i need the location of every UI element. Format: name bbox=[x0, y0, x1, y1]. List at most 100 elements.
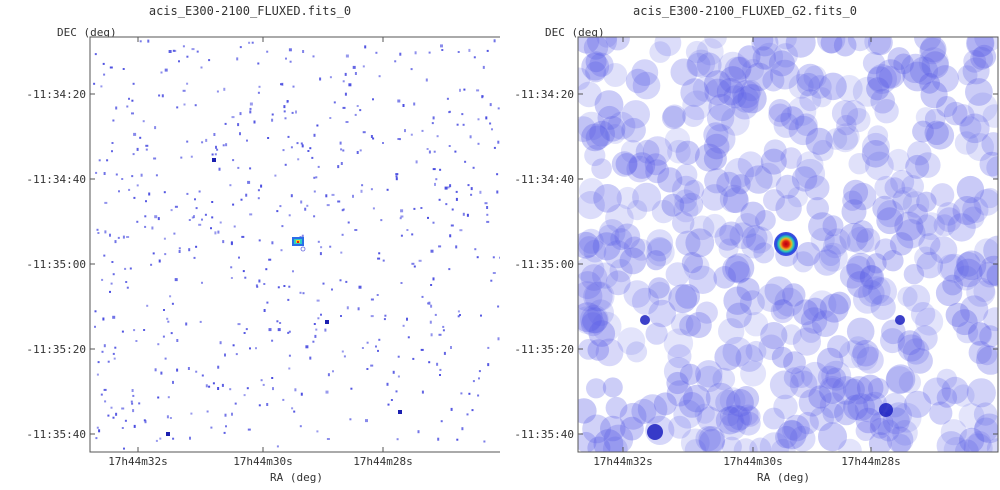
event-pixel bbox=[123, 447, 125, 450]
smoothed-blob bbox=[716, 78, 745, 106]
event-pixel bbox=[205, 138, 208, 142]
right-image-plot[interactable]: -11:34:20 -11:34:40 -11:35:00 -11:35:20 -11:… bbox=[495, 0, 1000, 490]
event-pixel bbox=[256, 285, 259, 288]
smoothed-blob bbox=[972, 44, 997, 69]
smoothed-blob bbox=[578, 116, 596, 142]
smoothed-blob bbox=[856, 374, 884, 402]
event-pixel bbox=[243, 394, 246, 397]
smoothed-blob bbox=[723, 286, 752, 315]
smoothed-blob bbox=[956, 250, 987, 281]
smoothed-blob bbox=[796, 151, 824, 179]
event-pixel bbox=[271, 377, 274, 379]
smoothed-blob bbox=[973, 402, 998, 426]
smoothed-blob bbox=[593, 429, 624, 452]
event-pixel bbox=[354, 72, 357, 75]
smoothed-blob bbox=[854, 393, 884, 423]
event-pixel bbox=[111, 261, 114, 263]
event-pixel bbox=[325, 194, 328, 198]
smoothed-blob bbox=[737, 45, 761, 68]
event-pixel bbox=[474, 248, 477, 251]
event-pixel bbox=[342, 208, 345, 211]
smoothed-blob bbox=[771, 346, 793, 368]
smoothed-blob bbox=[816, 347, 844, 375]
event-pixel bbox=[283, 105, 286, 109]
left-image-plot[interactable]: -11:34:20 -11:34:40 -11:35:00 -11:35:20 -11:… bbox=[0, 0, 500, 490]
smoothed-spot bbox=[640, 315, 650, 325]
smoothed-blob bbox=[947, 213, 976, 242]
event-pixel bbox=[176, 106, 179, 109]
event-pixel bbox=[421, 295, 424, 298]
smoothed-blob bbox=[902, 338, 930, 365]
event-pixel bbox=[258, 85, 261, 88]
smoothed-blob bbox=[611, 151, 638, 177]
event-pixel bbox=[201, 218, 203, 221]
smoothed-blob bbox=[620, 416, 644, 441]
smoothed-blob bbox=[956, 321, 979, 344]
event-pixel bbox=[420, 348, 424, 351]
smoothed-blob bbox=[808, 385, 832, 409]
event-pixel bbox=[288, 367, 291, 370]
event-pixel bbox=[263, 309, 266, 312]
smoothed-blob bbox=[966, 277, 996, 307]
event-pixel bbox=[210, 227, 212, 230]
event-pixel bbox=[96, 373, 99, 376]
event-pixel bbox=[288, 214, 291, 217]
smoothed-blob bbox=[683, 179, 705, 201]
smoothed-blob bbox=[870, 294, 896, 320]
smoothed-blob bbox=[868, 37, 893, 56]
event-pixel bbox=[172, 380, 174, 384]
event-pixel bbox=[324, 328, 327, 332]
smoothed-blob bbox=[847, 37, 872, 52]
smoothed-blob bbox=[787, 186, 808, 208]
event-pixel bbox=[135, 340, 138, 342]
smoothed-blob bbox=[702, 213, 727, 238]
smoothed-blob bbox=[957, 65, 978, 86]
event-pixel bbox=[145, 200, 147, 203]
smoothed-blob bbox=[713, 266, 736, 289]
event-pixel bbox=[249, 213, 253, 216]
smoothed-blob bbox=[694, 403, 715, 424]
smoothed-blob bbox=[762, 69, 785, 92]
smoothed-blob bbox=[951, 309, 978, 336]
smoothed-blob bbox=[811, 310, 839, 337]
event-pixel bbox=[211, 153, 214, 156]
event-pixel bbox=[101, 278, 104, 281]
event-pixel bbox=[311, 156, 314, 159]
event-pixel bbox=[400, 282, 403, 284]
smoothed-blob bbox=[877, 419, 900, 442]
event-pixel bbox=[115, 106, 118, 110]
event-pixel bbox=[132, 153, 135, 156]
event-pixel bbox=[113, 357, 116, 360]
event-pixel bbox=[397, 99, 401, 103]
smoothed-blob bbox=[687, 49, 716, 78]
smoothed-blob bbox=[809, 406, 834, 431]
smoothed-blob bbox=[751, 37, 779, 57]
event-pixel bbox=[342, 106, 346, 109]
event-pixel bbox=[281, 225, 284, 228]
smoothed-blob bbox=[587, 436, 611, 452]
event-pixel bbox=[109, 233, 111, 237]
smoothed-blob bbox=[874, 99, 899, 124]
event-pixel bbox=[432, 116, 435, 120]
event-pixel bbox=[157, 217, 160, 221]
smoothed-blob bbox=[585, 61, 607, 83]
smoothed-blob bbox=[775, 37, 797, 50]
event-pixel bbox=[288, 330, 291, 333]
event-pixel bbox=[217, 365, 220, 369]
event-pixel bbox=[163, 191, 166, 194]
event-pixel bbox=[375, 345, 377, 348]
smoothed-blob bbox=[598, 224, 620, 246]
event-pixel bbox=[114, 346, 117, 349]
smoothed-blob bbox=[729, 222, 757, 249]
event-pixel bbox=[399, 217, 402, 220]
smoothed-blob bbox=[976, 261, 998, 288]
event-pixel bbox=[358, 285, 362, 289]
smoothed-blob bbox=[773, 112, 799, 138]
event-pixel bbox=[124, 419, 127, 422]
event-pixel bbox=[170, 332, 173, 335]
event-pixel bbox=[348, 83, 352, 87]
event-pixel bbox=[249, 107, 252, 110]
event-pixel bbox=[260, 379, 263, 382]
smoothed-blob bbox=[630, 238, 653, 261]
event-pixel bbox=[400, 234, 403, 237]
